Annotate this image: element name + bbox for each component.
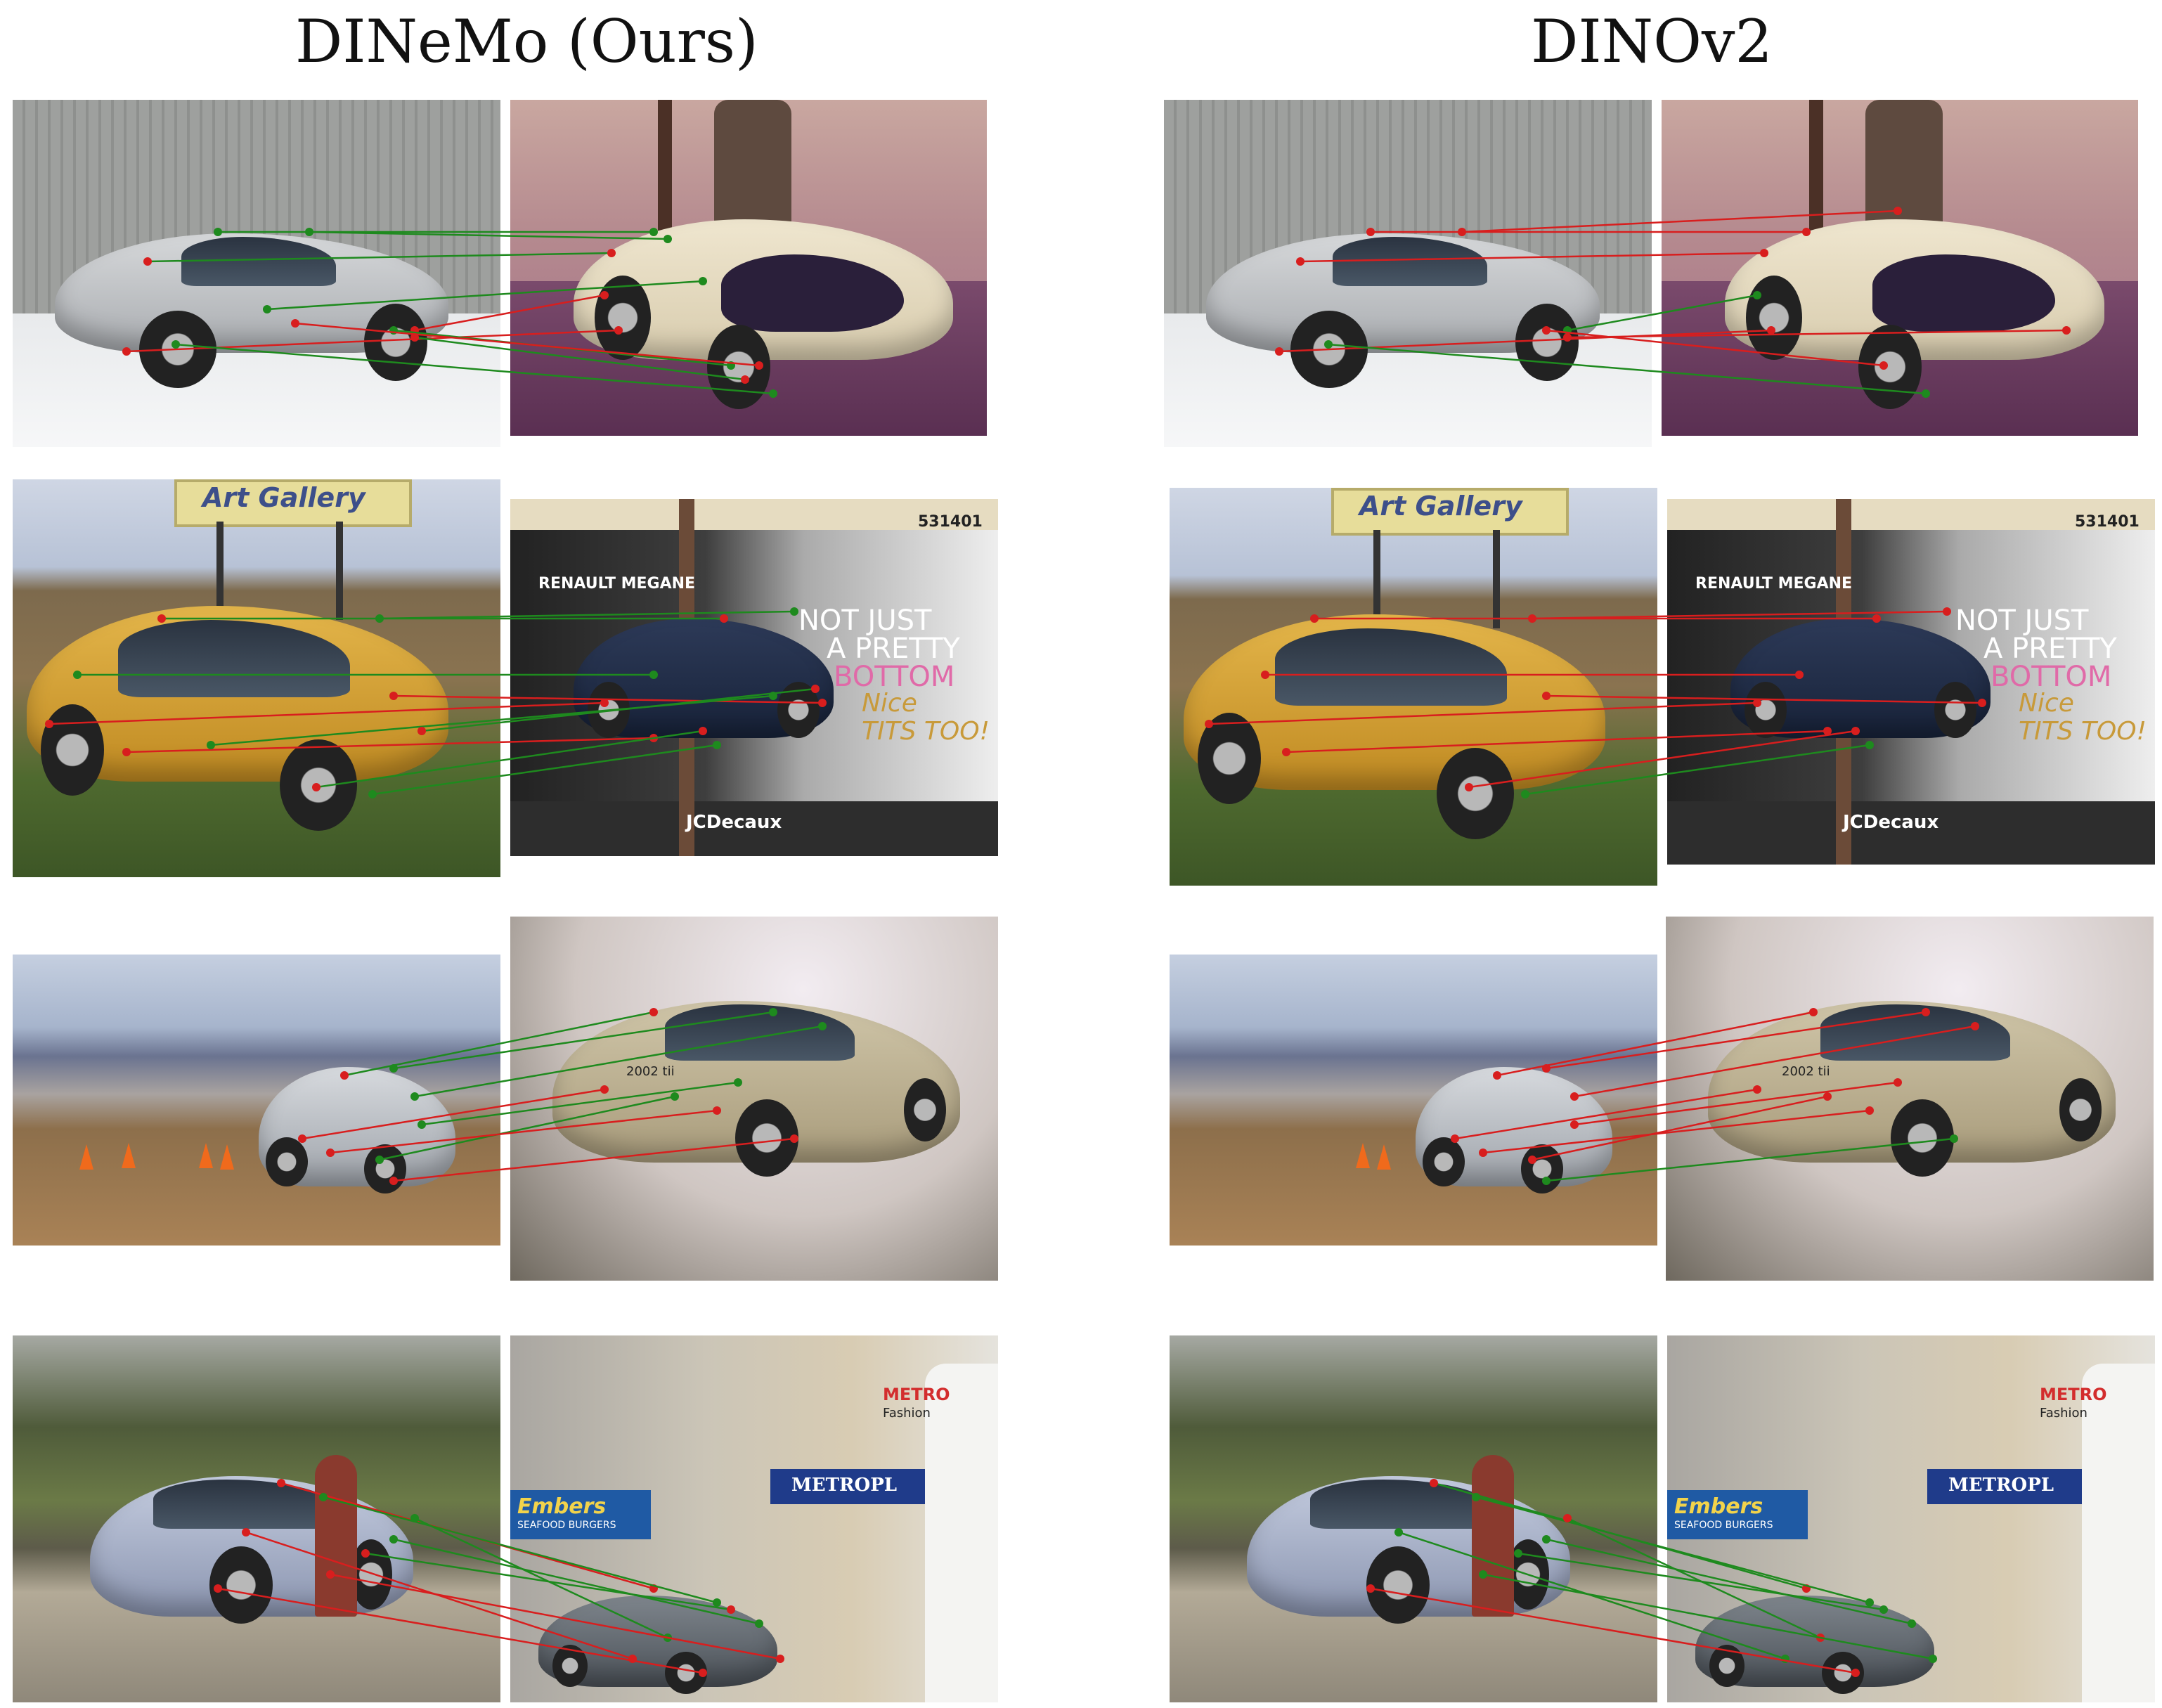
row2-left-target-photo: 531401 RENAULT MEGANE NOT JUST A PRETTY …: [510, 499, 998, 856]
row1-right-source-photo: [1164, 100, 1652, 447]
graffiti-line-2: TITS TOO!: [2019, 717, 2147, 746]
row3-left-source-photo: [13, 955, 500, 1246]
row1-left-source-photo: [13, 100, 500, 447]
row4-left-source-photo: [13, 1335, 500, 1702]
embers-sign: Embers: [517, 1494, 607, 1519]
row4-right-target-photo: Embers SEAFOOD BURGERS METROPL METRO Fas…: [1667, 1335, 2155, 1702]
license-plate: 2002 tii: [1782, 1064, 1830, 1079]
graffiti-line-1: Nice: [862, 689, 917, 718]
fashion-sign: Fashion: [2040, 1406, 2087, 1421]
slogan-line-2: A PRETTY: [827, 633, 960, 665]
row4-right-source-photo: [1170, 1335, 1657, 1702]
art-gallery-sign: Art Gallery: [1359, 491, 1522, 522]
art-gallery-sign: Art Gallery: [202, 482, 365, 513]
row1-right-target-photo: [1662, 100, 2138, 436]
row2-right-source-photo: Art Gallery: [1170, 488, 1657, 886]
billboard-id: 531401: [918, 513, 983, 531]
title-dinov2: DINOv2: [1531, 7, 1773, 76]
graffiti-line-2: TITS TOO!: [862, 717, 990, 746]
row3-right-source-photo: [1170, 955, 1657, 1246]
jcdecaux-logo-text: JCDecaux: [1843, 812, 1939, 833]
row1-left-target-photo: [510, 100, 987, 436]
slogan-line-1: NOT JUST: [1955, 604, 2089, 637]
embers-sign: Embers: [1674, 1494, 1763, 1519]
renault-logo-text: RENAULT MEGANE: [538, 575, 696, 593]
slogan-line-3: BOTTOM: [834, 661, 955, 693]
fashion-sign: Fashion: [883, 1406, 931, 1421]
row2-right-target-photo: 531401 RENAULT MEGANE NOT JUST A PRETTY …: [1667, 499, 2155, 865]
slogan-line-1: NOT JUST: [798, 604, 932, 637]
slogan-line-3: BOTTOM: [1991, 661, 2112, 693]
metro-fashion-sign: METRO: [2040, 1385, 2107, 1404]
metro-store-sign: METROPL: [1948, 1475, 2054, 1496]
slogan-line-2: A PRETTY: [1983, 633, 2117, 665]
row4-left-target-photo: Embers SEAFOOD BURGERS METROPL METRO Fas…: [510, 1335, 998, 1702]
seafood-sign: SEAFOOD BURGERS: [517, 1520, 616, 1531]
row3-right-target-photo: 2002 tii: [1666, 917, 2154, 1281]
metro-store-sign: METROPL: [791, 1475, 898, 1496]
metro-fashion-sign: METRO: [883, 1385, 950, 1404]
row2-left-source-photo: Art Gallery: [13, 479, 500, 877]
billboard-id: 531401: [2075, 513, 2140, 531]
graffiti-line-1: Nice: [2019, 689, 2074, 718]
seafood-sign: SEAFOOD BURGERS: [1674, 1520, 1773, 1531]
license-plate: 2002 tii: [626, 1064, 675, 1079]
row3-left-target-photo: 2002 tii: [510, 917, 998, 1281]
title-dinemo: DINeMo (Ours): [295, 7, 758, 76]
renault-logo-text: RENAULT MEGANE: [1695, 575, 1853, 593]
jcdecaux-logo-text: JCDecaux: [686, 812, 782, 833]
